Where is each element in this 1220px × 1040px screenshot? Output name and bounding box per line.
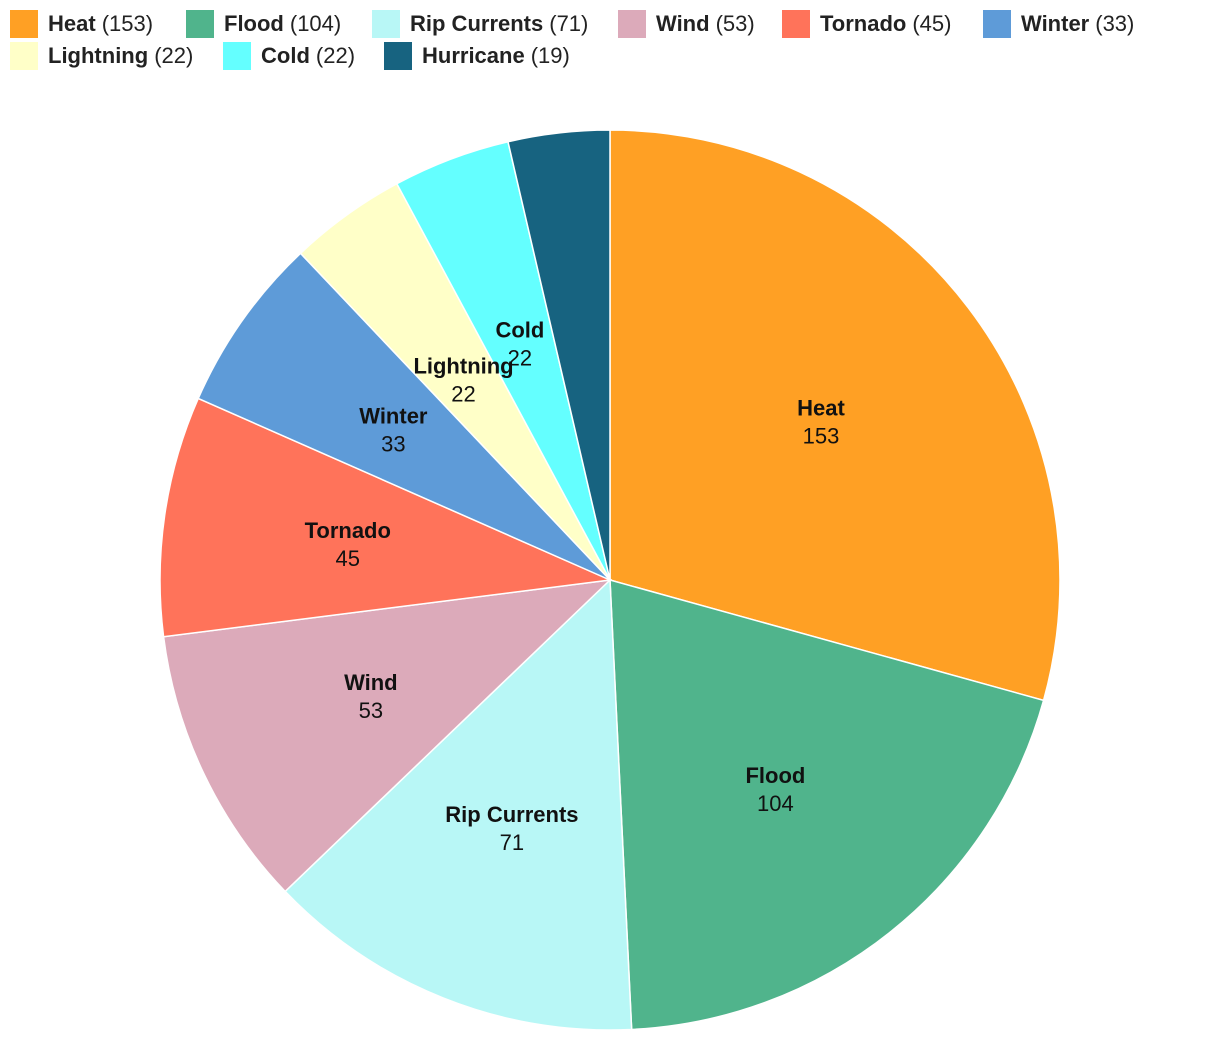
pie-slice-flood[interactable] bbox=[609, 578, 1045, 1031]
legend-swatch-lightning bbox=[10, 42, 38, 70]
legend-item-hurricane[interactable]: Hurricane (19) bbox=[384, 40, 570, 72]
pie-slices bbox=[159, 129, 1061, 1031]
data-label-value-tornado: 45 bbox=[336, 546, 360, 571]
data-label-value-cold: 22 bbox=[508, 345, 532, 370]
legend-label-wind: Wind bbox=[656, 11, 710, 36]
legend-swatch-tornado bbox=[782, 10, 810, 38]
legend-row-1: Heat (153) Flood (104) Rip Currents (71)… bbox=[10, 8, 1210, 40]
legend-swatch-hurricane bbox=[384, 42, 412, 70]
legend: Heat (153) Flood (104) Rip Currents (71)… bbox=[10, 8, 1210, 72]
legend-count-tornado: (45) bbox=[912, 11, 952, 36]
data-label-value-flood: 104 bbox=[757, 791, 794, 816]
legend-item-wind[interactable]: Wind (53) bbox=[618, 8, 755, 40]
legend-swatch-heat bbox=[10, 10, 38, 38]
legend-label-hurricane: Hurricane bbox=[422, 43, 525, 68]
data-label-name-winter: Winter bbox=[359, 403, 428, 428]
legend-label-flood: Flood bbox=[224, 11, 284, 36]
data-label-value-rip-currents: 71 bbox=[500, 830, 524, 855]
pie-slice-heat[interactable] bbox=[609, 129, 1061, 702]
legend-label-cold: Cold bbox=[261, 43, 310, 68]
legend-count-hurricane: (19) bbox=[530, 43, 570, 68]
legend-item-rip-currents[interactable]: Rip Currents (71) bbox=[372, 8, 588, 40]
legend-label-heat: Heat bbox=[48, 11, 96, 36]
legend-item-tornado[interactable]: Tornado (45) bbox=[782, 8, 951, 40]
legend-swatch-winter bbox=[983, 10, 1011, 38]
legend-item-flood[interactable]: Flood (104) bbox=[186, 8, 341, 40]
data-label-value-wind: 53 bbox=[359, 698, 383, 723]
data-label-name-rip-currents: Rip Currents bbox=[445, 802, 578, 827]
data-label-value-heat: 153 bbox=[803, 424, 840, 449]
pie-slice-rip-currents[interactable] bbox=[284, 578, 633, 1031]
data-label-name-cold: Cold bbox=[495, 317, 544, 342]
data-label-value-winter: 33 bbox=[381, 431, 405, 456]
legend-item-heat[interactable]: Heat (153) bbox=[10, 8, 153, 40]
legend-label-lightning: Lightning bbox=[48, 43, 149, 68]
legend-label-rip-currents: Rip Currents bbox=[410, 11, 544, 36]
legend-count-wind: (53) bbox=[715, 11, 755, 36]
legend-item-cold[interactable]: Cold (22) bbox=[223, 40, 355, 72]
pie-data-labels: Heat 153 Flood 104 Rip Currents 71 Wind 53 Torna… bbox=[305, 317, 846, 855]
data-label-name-flood: Flood bbox=[745, 763, 805, 788]
legend-count-winter: (33) bbox=[1095, 11, 1135, 36]
data-label-name-heat: Heat bbox=[797, 396, 845, 421]
pie-slice-wind[interactable] bbox=[162, 578, 613, 893]
legend-swatch-rip-currents bbox=[372, 10, 400, 38]
legend-count-rip-currents: (71) bbox=[549, 11, 589, 36]
data-label-name-lightning: Lightning bbox=[413, 353, 513, 378]
legend-count-cold: (22) bbox=[315, 43, 356, 68]
data-label-name-wind: Wind bbox=[344, 670, 398, 695]
legend-label-tornado: Tornado bbox=[820, 11, 907, 36]
pie-slice-hurricane[interactable] bbox=[507, 129, 611, 581]
legend-row-2: Lightning (22) Cold (22) Hurricane (19) bbox=[10, 40, 1210, 72]
pie-slice-tornado[interactable] bbox=[159, 397, 613, 638]
legend-swatch-flood bbox=[186, 10, 214, 38]
legend-label-winter: Winter bbox=[1021, 11, 1090, 36]
legend-item-winter[interactable]: Winter (33) bbox=[983, 8, 1134, 40]
pie-slice-winter[interactable] bbox=[197, 252, 611, 581]
legend-swatch-cold bbox=[223, 42, 251, 70]
data-label-name-tornado: Tornado bbox=[305, 518, 391, 543]
legend-swatch-wind bbox=[618, 10, 646, 38]
legend-count-lightning: (22) bbox=[154, 43, 194, 68]
legend-count-heat: (153) bbox=[101, 11, 154, 36]
legend-item-lightning[interactable]: Lightning (22) bbox=[10, 40, 193, 72]
data-label-value-lightning: 22 bbox=[451, 381, 475, 406]
legend-count-flood: (104) bbox=[289, 11, 342, 36]
